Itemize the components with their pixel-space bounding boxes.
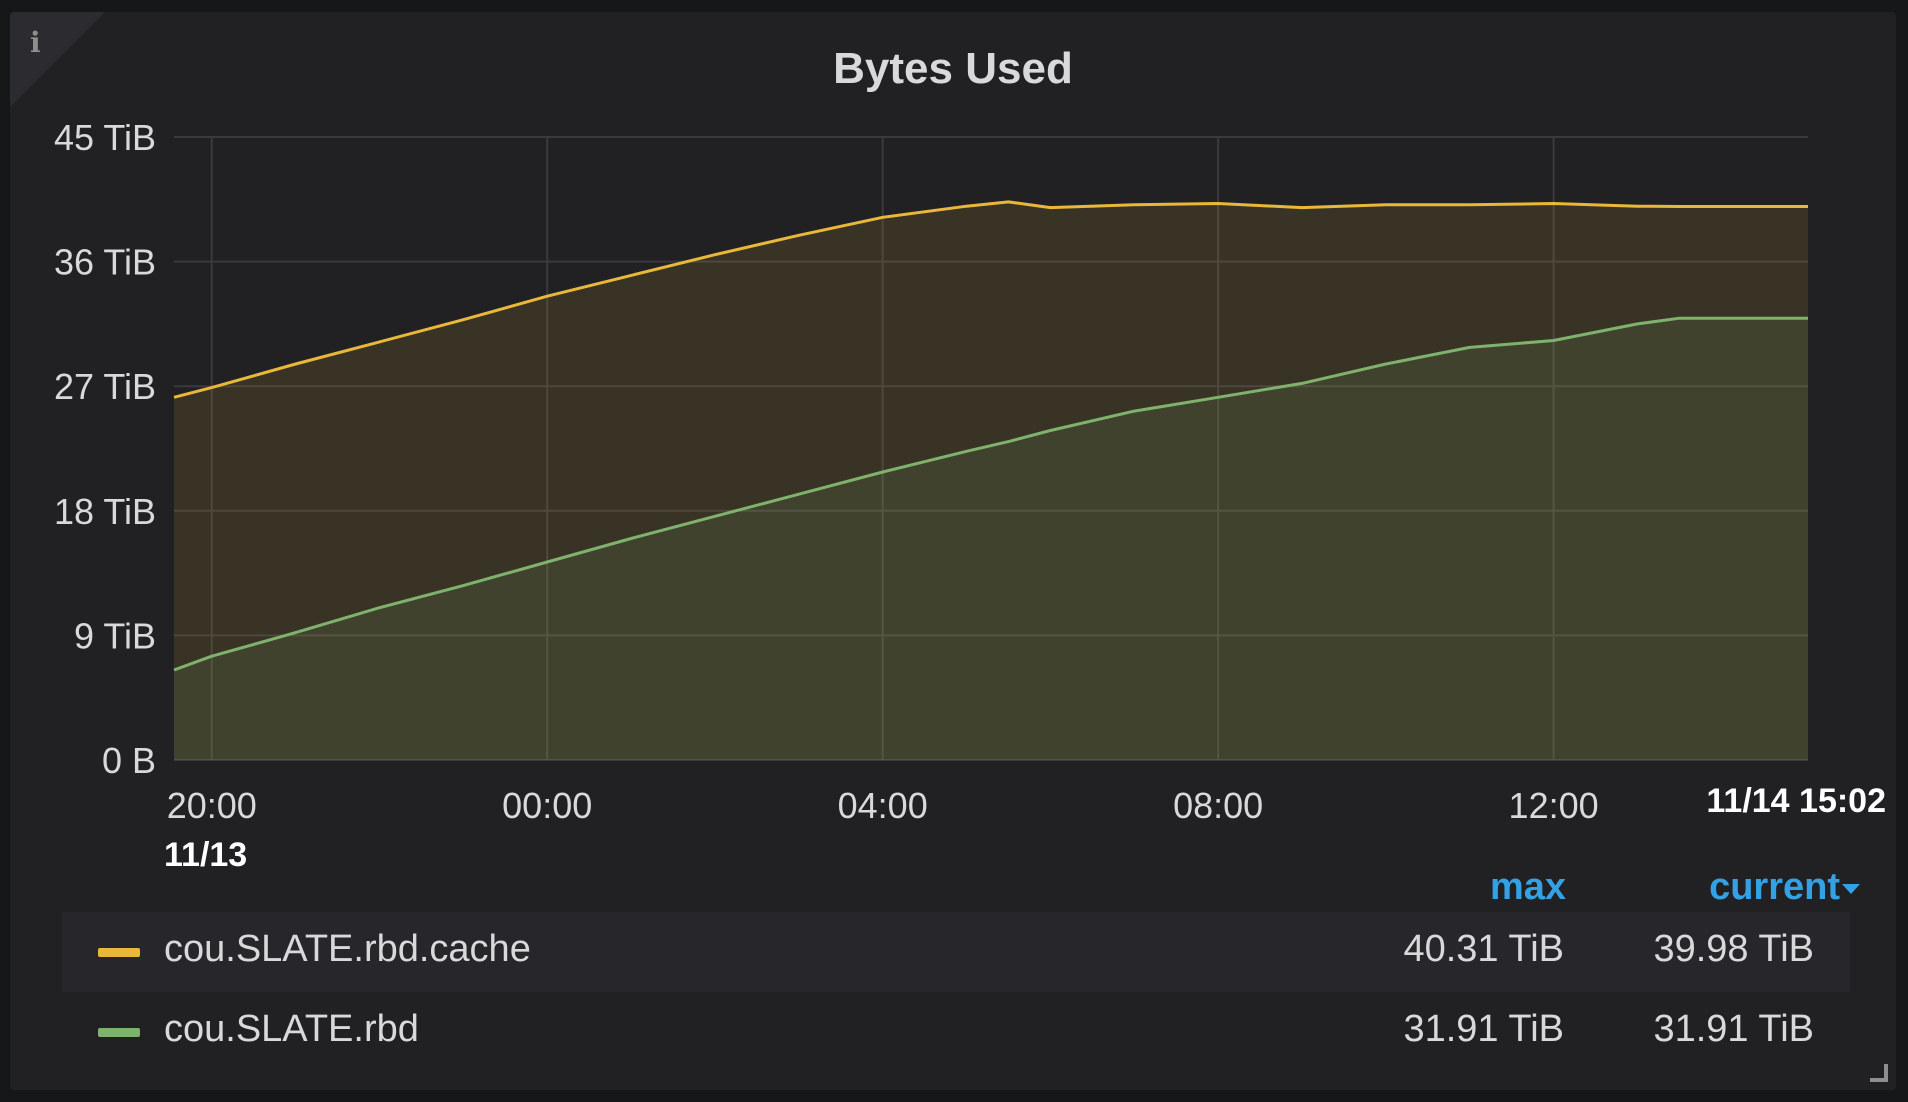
y-tick-label: 18 TiB: [54, 491, 156, 532]
x-tick-label: 04:00: [838, 785, 928, 826]
resize-handle-icon[interactable]: [1870, 1064, 1888, 1082]
x-tick-label: 00:00: [502, 785, 592, 826]
x-tick-label: 08:00: [1173, 785, 1263, 826]
legend-series-current: 39.98 TiB: [1653, 928, 1814, 971]
y-tick-label: 9 TiB: [74, 615, 156, 656]
legend-series-max: 31.91 TiB: [1403, 1008, 1564, 1051]
chart-area: 0 B 9 TiB 18 TiB 27 TiB 36 TiB 45 TiB 20:00 00…: [10, 12, 1896, 872]
caret-down-icon: [1842, 884, 1860, 894]
legend-header-current[interactable]: current: [1709, 866, 1860, 909]
legend-row[interactable]: cou.SLATE.rbd 31.91 TiB 31.91 TiB: [62, 992, 1850, 1072]
legend-series-max: 40.31 TiB: [1403, 928, 1564, 971]
legend-header-current-label: current: [1709, 866, 1840, 908]
y-tick-label: 45 TiB: [54, 117, 156, 158]
legend-row[interactable]: cou.SLATE.rbd.cache 40.31 TiB 39.98 TiB: [62, 912, 1850, 992]
y-tick-label: 0 B: [102, 740, 156, 781]
y-tick-label: 27 TiB: [54, 366, 156, 407]
legend-series-current: 31.91 TiB: [1653, 1008, 1814, 1051]
x-tick-label: 20:00: [167, 785, 257, 826]
y-axis: 0 B 9 TiB 18 TiB 27 TiB 36 TiB 45 TiB: [54, 117, 156, 781]
series-color-swatch[interactable]: [98, 948, 140, 957]
legend-series-name[interactable]: cou.SLATE.rbd: [164, 1008, 419, 1051]
series-areas: [174, 202, 1808, 760]
series-color-swatch[interactable]: [98, 1028, 140, 1037]
x-start-date-label: 11/13: [164, 836, 247, 872]
x-tick-label: 12:00: [1509, 785, 1599, 826]
legend-header-max-label: max: [1490, 866, 1566, 908]
legend-header-max[interactable]: max: [1240, 866, 1566, 909]
y-tick-label: 36 TiB: [54, 242, 156, 283]
x-axis: 20:00 00:00 04:00 08:00 12:00 11/13 11/14 15:0…: [164, 782, 1886, 872]
legend-series-name[interactable]: cou.SLATE.rbd.cache: [164, 928, 531, 971]
x-end-date-label: 11/14 15:02: [1706, 782, 1886, 820]
